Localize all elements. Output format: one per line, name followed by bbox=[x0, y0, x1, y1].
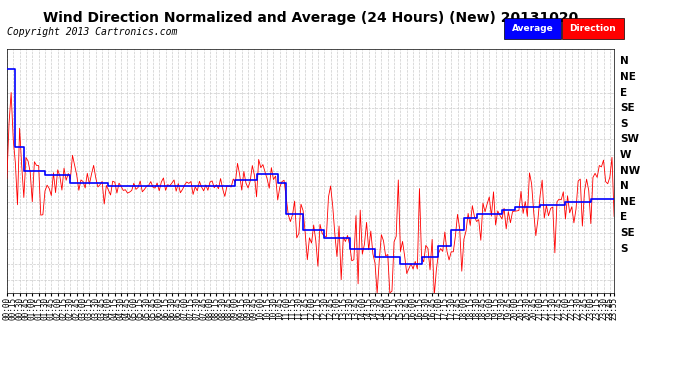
Text: SW: SW bbox=[620, 134, 639, 144]
Text: NW: NW bbox=[620, 166, 640, 176]
Text: Copyright 2013 Cartronics.com: Copyright 2013 Cartronics.com bbox=[7, 27, 177, 37]
Text: SE: SE bbox=[620, 228, 635, 238]
Text: Direction: Direction bbox=[569, 24, 616, 33]
Text: W: W bbox=[620, 150, 631, 160]
Text: NE: NE bbox=[620, 72, 636, 82]
Text: S: S bbox=[620, 244, 628, 254]
Text: E: E bbox=[620, 213, 627, 222]
Text: N: N bbox=[620, 181, 629, 191]
Text: Wind Direction Normalized and Average (24 Hours) (New) 20131020: Wind Direction Normalized and Average (2… bbox=[43, 11, 578, 25]
Text: SE: SE bbox=[620, 103, 635, 113]
Text: NE: NE bbox=[620, 197, 636, 207]
Text: S: S bbox=[620, 119, 628, 129]
Text: E: E bbox=[620, 87, 627, 98]
Text: Average: Average bbox=[511, 24, 553, 33]
Text: N: N bbox=[620, 56, 629, 66]
